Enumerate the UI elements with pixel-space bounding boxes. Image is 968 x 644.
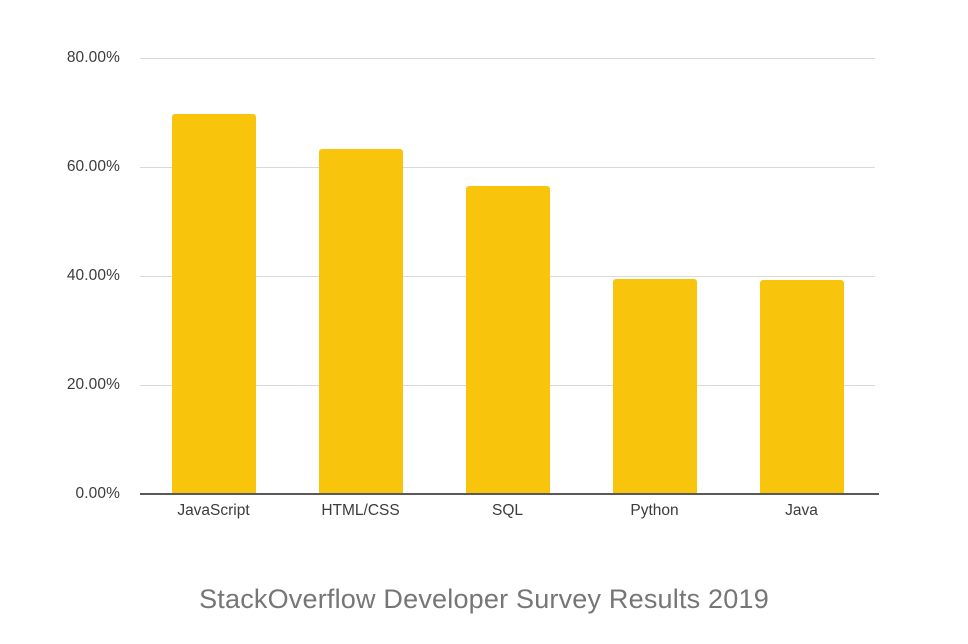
y-axis-tick-label: 80.00% — [66, 49, 120, 66]
y-axis-tick-label: 20.00% — [66, 376, 120, 393]
gridline-8000 — [140, 58, 875, 59]
y-axis-tick-label: 40.00% — [66, 267, 120, 284]
bar-python[interactable] — [612, 279, 697, 494]
bar-sql[interactable] — [465, 186, 550, 494]
x-axis-tick-label: HTML/CSS — [321, 502, 400, 519]
y-axis-tick-label: 0.00% — [75, 485, 120, 502]
chart-title: StackOverflow Developer Survey Results 2… — [199, 584, 769, 614]
gridline-6000 — [140, 167, 875, 168]
bar-html-css[interactable] — [318, 149, 403, 494]
bar-slot — [728, 0, 875, 494]
bar-slot — [434, 0, 581, 494]
x-axis-tick-label: JavaScript — [177, 502, 250, 519]
bar-javascript[interactable] — [171, 114, 256, 494]
x-axis-line — [140, 493, 879, 495]
bar-slot — [140, 0, 287, 494]
bar-java[interactable] — [759, 280, 844, 494]
x-axis-tick-label: SQL — [491, 502, 523, 519]
bar-slot — [287, 0, 434, 494]
bar-slot — [581, 0, 728, 494]
chart-bars — [140, 0, 875, 494]
x-axis-tick-label: Python — [630, 502, 679, 519]
x-axis-tick-label: Java — [785, 502, 818, 519]
y-axis-tick-label: 60.00% — [66, 158, 120, 175]
